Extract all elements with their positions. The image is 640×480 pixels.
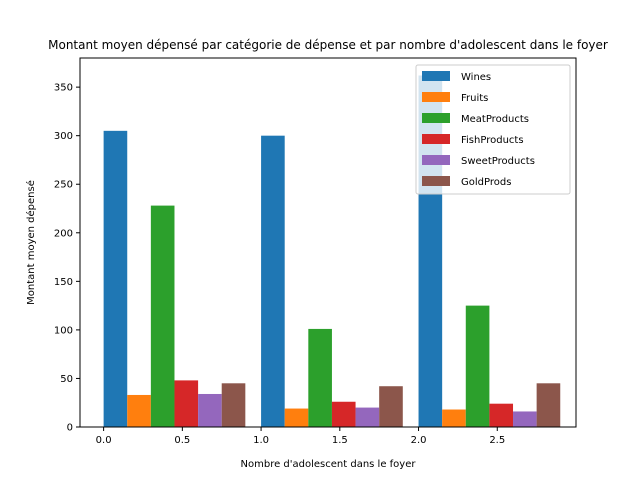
x-tick-label: 0.5 [174,435,190,446]
bar-meatproducts-0 [150,205,175,427]
legend-swatch-sweetproducts [422,155,450,165]
x-tick-label: 2.0 [411,435,427,446]
legend-swatch-fishproducts [422,134,450,144]
bar-meatproducts-2 [465,305,490,427]
x-tick-label: 1.0 [253,435,269,446]
legend-label-goldprods: GoldProds [461,177,511,188]
y-tick-label: 50 [60,374,73,385]
bar-sweetproducts-1 [355,407,380,427]
bar-fruits-0 [127,394,151,427]
y-tick-label: 250 [54,180,73,191]
chart-title: Montant moyen dépensé par catégorie de d… [48,38,608,52]
x-axis-label: Nombre d'adolescent dans le foyer [241,459,417,470]
bar-fishproducts-1 [331,401,356,427]
x-tick-label: 1.5 [332,435,348,446]
bar-fruits-2 [442,409,466,427]
bar-goldprods-1 [379,386,403,427]
legend-swatch-meatproducts [422,113,450,123]
bar-goldprods-0 [221,383,246,427]
x-axis: 0.0 0.5 1.0 1.5 2.0 2.5 [96,427,505,446]
legend-label-meatproducts: MeatProducts [461,114,529,125]
bar-wines-0 [103,130,128,427]
bar-sweetproducts-0 [198,393,222,427]
legend-box [415,64,571,195]
y-tick-label: 300 [54,131,73,142]
bar-goldprods-2 [536,383,561,427]
bar-wines-1 [261,135,285,427]
y-axis-label: Montant moyen dépensé [25,180,37,305]
y-tick-label: 150 [54,277,73,288]
legend-swatch-wines [422,71,450,81]
bar-fishproducts-0 [174,380,199,427]
y-tick-label: 350 [54,83,73,94]
y-tick-label: 100 [54,325,73,336]
legend-swatch-goldprods [422,176,450,186]
bar-fruits-1 [284,408,309,427]
legend-label-wines: Wines [461,72,491,83]
legend-label-fruits: Fruits [461,93,488,104]
plot-frame [79,57,577,428]
bars-layer [103,75,561,427]
bar-fishproducts-2 [489,403,514,427]
bar-sweetproducts-2 [513,411,537,427]
legend-swatch-fruits [422,92,450,102]
x-tick-label: 0.0 [96,435,112,446]
x-tick-label: 2.5 [489,435,505,446]
y-tick-label: 200 [54,228,73,239]
bar-meatproducts-1 [308,328,332,427]
legend-label-sweetproducts: SweetProducts [461,156,535,167]
y-axis: 0 50 100 150 200 250 300 350 [54,83,80,434]
legend: Wines Fruits MeatProducts FishProducts Sweet… [415,64,571,195]
y-tick-label: 0 [67,423,73,434]
legend-label-fishproducts: FishProducts [461,135,524,146]
